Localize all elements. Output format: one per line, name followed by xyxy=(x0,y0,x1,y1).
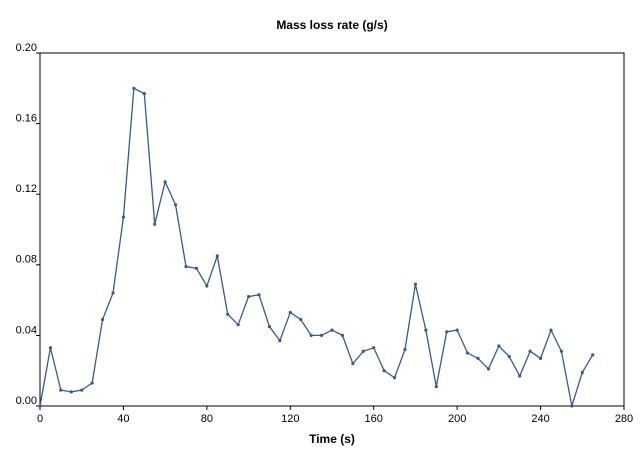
y-tick-label: 0.00 xyxy=(16,395,37,407)
data-point xyxy=(476,356,480,360)
data-point xyxy=(163,180,167,184)
y-tick-label: 0.04 xyxy=(16,324,37,336)
plot-frame xyxy=(39,52,625,407)
chart-title: Mass loss rate (g/s) xyxy=(276,18,387,32)
data-point xyxy=(413,282,418,286)
data-point xyxy=(340,333,345,337)
data-point xyxy=(236,323,240,327)
data-point xyxy=(226,312,230,316)
data-point xyxy=(173,203,178,207)
data-point xyxy=(549,328,553,332)
x-tick-label: 80 xyxy=(201,413,213,425)
data-point xyxy=(455,328,459,332)
data-point xyxy=(48,346,53,350)
data-point xyxy=(257,293,261,297)
data-point xyxy=(591,353,595,357)
data-point xyxy=(486,367,491,371)
data-point xyxy=(215,254,219,258)
data-point xyxy=(445,330,449,334)
data-point xyxy=(246,294,251,299)
data-point xyxy=(497,344,501,348)
y-tick-label: 0.08 xyxy=(16,254,37,266)
data-point xyxy=(403,347,407,352)
data-point xyxy=(69,390,73,394)
data-point xyxy=(559,349,564,353)
data-point xyxy=(465,351,470,355)
data-point xyxy=(351,362,355,366)
data-point xyxy=(288,310,292,315)
data-point xyxy=(299,317,303,322)
x-tick-label: 160 xyxy=(365,413,383,425)
data-point xyxy=(205,284,209,288)
data-point xyxy=(518,374,522,378)
data-point xyxy=(100,317,105,322)
data-point xyxy=(507,354,511,359)
data-point xyxy=(111,291,115,295)
data-point xyxy=(382,369,386,373)
data-point xyxy=(142,91,146,96)
y-tick-label: 0.12 xyxy=(16,183,37,195)
data-point xyxy=(570,404,574,408)
y-tick-label: 0.16 xyxy=(16,113,37,125)
data-point xyxy=(38,404,42,408)
data-point xyxy=(267,324,272,329)
data-point xyxy=(132,86,136,90)
data-point xyxy=(153,222,157,226)
data-line xyxy=(39,87,594,407)
data-point xyxy=(424,328,428,332)
y-tick-label: 0.20 xyxy=(16,42,37,54)
data-point xyxy=(80,388,84,392)
data-point xyxy=(309,333,313,337)
data-point xyxy=(194,266,199,270)
x-axis-label: Time (s) xyxy=(309,432,355,446)
data-point xyxy=(372,346,376,350)
data-point xyxy=(361,349,365,353)
x-tick-label: 280 xyxy=(615,413,633,425)
x-tick-label: 240 xyxy=(531,413,549,425)
data-point xyxy=(392,376,397,380)
x-tick-label: 0 xyxy=(37,413,43,425)
data-point xyxy=(319,333,324,337)
data-point xyxy=(434,384,438,389)
x-tick-label: 120 xyxy=(281,413,299,425)
data-point xyxy=(278,339,282,343)
data-point xyxy=(121,215,126,219)
data-point xyxy=(330,328,334,332)
x-tick-label: 40 xyxy=(117,413,129,425)
data-point xyxy=(538,356,543,360)
data-point xyxy=(59,388,63,392)
data-point xyxy=(580,370,584,375)
data-point xyxy=(528,349,532,353)
data-point xyxy=(90,381,94,385)
x-tick-label: 200 xyxy=(448,413,466,425)
data-point xyxy=(184,264,188,269)
